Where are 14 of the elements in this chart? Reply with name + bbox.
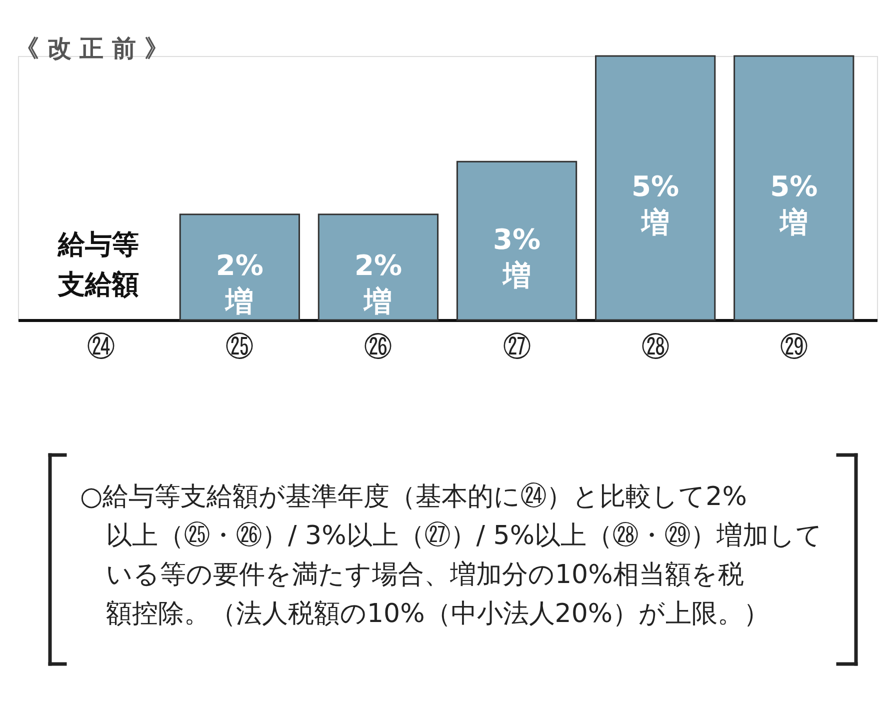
data-label: 2% 増 <box>216 249 264 318</box>
chart-title: 《 改 正 前 》 <box>15 34 168 62</box>
x-tick-label: ㉕ <box>226 330 254 364</box>
data-label: 2% 増 <box>354 249 402 318</box>
data-label: 5% 増 <box>632 170 680 239</box>
data-label: 3% 増 <box>493 222 541 292</box>
data-label: 5% 増 <box>770 170 818 239</box>
y-axis-title: 給与等支給額 <box>57 230 139 300</box>
x-tick-label: ㉘ <box>641 330 670 364</box>
x-tick-label: ㉖ <box>364 330 392 364</box>
text: ○給与等支給額が基準年度（基本的に㉔）と比較して2%以上（㉕・㉖）/ 3%以上（㉗）/ 5%以上（㉘・㉙）増加している等の要件を満たす場合、増加分の10%相当額を税額控除。（法人税額の10%（中小法人20%）が上限。） <box>80 482 823 629</box>
x-tick-label: ㉙ <box>780 330 808 364</box>
x-tick-label: ㉔ <box>87 330 116 364</box>
x-tick-label: ㉗ <box>502 330 531 364</box>
